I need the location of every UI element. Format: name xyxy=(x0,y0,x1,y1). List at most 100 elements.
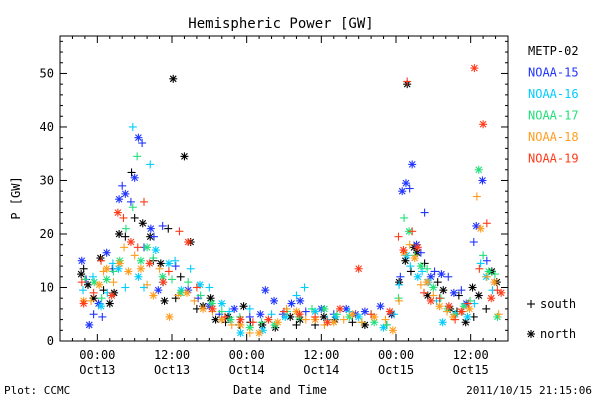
x-tick-label-time: 12:00 xyxy=(303,348,339,362)
data-point xyxy=(339,315,348,324)
data-point xyxy=(301,307,310,316)
data-point xyxy=(245,312,254,321)
data-point xyxy=(406,262,415,271)
data-point xyxy=(98,312,107,321)
data-point xyxy=(476,259,485,268)
data-point xyxy=(158,272,167,281)
data-point xyxy=(478,176,487,185)
x-tick-label-time: 00:00 xyxy=(229,348,265,362)
y-tick-label: 0 xyxy=(47,334,54,348)
data-point xyxy=(430,267,439,276)
data-point xyxy=(482,272,491,281)
x-tick-label-date: Oct15 xyxy=(453,363,489,377)
data-point xyxy=(155,264,164,273)
data-point xyxy=(97,294,106,303)
data-point xyxy=(296,296,305,305)
data-point xyxy=(149,291,158,300)
data-point xyxy=(390,310,399,319)
data-point xyxy=(89,288,98,297)
data-point xyxy=(323,318,332,327)
data-point xyxy=(336,304,344,313)
data-point xyxy=(413,272,422,281)
marker-legend-symbol xyxy=(527,300,535,308)
data-point xyxy=(217,299,226,308)
data-point xyxy=(443,307,452,316)
data-point xyxy=(439,286,448,295)
data-point xyxy=(376,302,385,311)
data-point xyxy=(87,296,96,305)
data-point xyxy=(102,275,111,284)
data-point xyxy=(319,312,328,321)
data-point xyxy=(184,238,193,247)
data-point xyxy=(118,181,127,190)
data-point xyxy=(472,192,481,201)
data-point xyxy=(256,310,265,319)
data-point xyxy=(320,304,329,313)
data-point xyxy=(463,312,472,321)
legend-entry: NOAA-19 xyxy=(528,152,579,166)
data-point xyxy=(206,294,215,303)
data-point xyxy=(126,197,135,206)
data-point xyxy=(115,195,124,204)
marker-legend-label: south xyxy=(540,297,576,311)
data-point xyxy=(474,165,483,174)
data-point xyxy=(160,296,169,305)
data-point xyxy=(280,307,288,316)
data-point xyxy=(388,326,397,335)
data-point xyxy=(102,248,111,257)
data-point xyxy=(236,328,245,337)
data-point xyxy=(405,240,414,249)
data-point xyxy=(164,224,173,233)
data-point xyxy=(401,179,410,188)
legend-entry: NOAA-15 xyxy=(528,66,579,80)
data-point xyxy=(97,302,106,311)
data-point xyxy=(149,232,158,241)
data-point xyxy=(385,307,394,316)
data-point xyxy=(468,283,477,292)
data-point xyxy=(119,213,128,222)
data-point xyxy=(95,280,104,289)
data-point xyxy=(451,315,460,324)
data-point xyxy=(236,315,245,324)
data-point xyxy=(438,318,447,327)
data-point xyxy=(220,312,229,321)
data-point xyxy=(245,328,254,337)
data-point xyxy=(149,254,158,263)
data-point xyxy=(273,318,282,327)
data-point xyxy=(169,74,178,83)
y-tick-label: 20 xyxy=(40,227,54,241)
data-point xyxy=(136,264,145,273)
data-point xyxy=(433,278,442,287)
data-point xyxy=(418,267,427,276)
data-point xyxy=(121,232,130,241)
y-axis-label: P [GW] xyxy=(9,176,23,219)
data-point xyxy=(105,299,114,308)
legend-entry: METP-02 xyxy=(528,44,579,58)
data-point xyxy=(164,267,173,276)
data-point xyxy=(164,259,173,268)
data-point xyxy=(494,310,503,319)
data-point xyxy=(470,64,479,73)
data-point xyxy=(420,288,428,297)
data-point xyxy=(395,280,404,289)
data-point xyxy=(128,122,137,131)
y-axis-ticks: 0 10 20 30 40 50 xyxy=(40,40,508,348)
data-point xyxy=(426,296,435,305)
data-point xyxy=(226,315,235,324)
data-point xyxy=(423,264,432,273)
data-point xyxy=(400,213,409,222)
data-point xyxy=(360,307,369,316)
data-point xyxy=(449,288,458,297)
data-point xyxy=(130,251,139,260)
data-point xyxy=(121,224,130,233)
data-point xyxy=(395,296,404,305)
data-point xyxy=(107,291,116,300)
data-point xyxy=(217,307,226,316)
data-point xyxy=(348,310,357,319)
data-point xyxy=(79,299,88,308)
y-tick-label: 10 xyxy=(40,280,54,294)
data-point xyxy=(482,256,491,265)
data-points xyxy=(77,64,506,337)
x-tick-label-date: Oct13 xyxy=(79,363,115,377)
data-point xyxy=(133,243,142,252)
